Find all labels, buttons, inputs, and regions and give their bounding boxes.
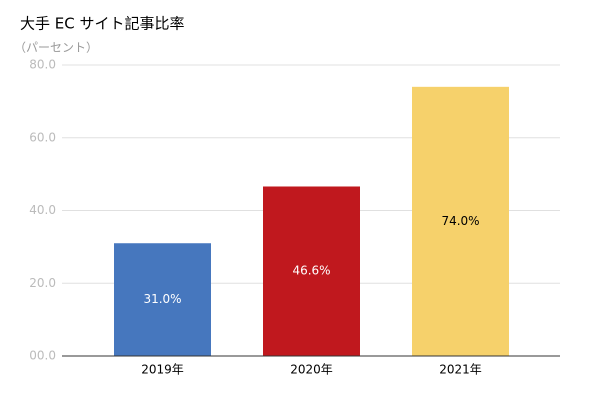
- bar: [114, 243, 211, 356]
- x-tick-label: 2020年: [290, 363, 333, 377]
- x-tick-label: 2019年: [141, 363, 184, 377]
- y-tick-label: 60.0: [29, 130, 56, 144]
- chart-title: 大手 EC サイト記事比率: [20, 15, 185, 33]
- y-tick-label: 40.0: [29, 203, 56, 217]
- value-label: 31.0%: [143, 292, 181, 306]
- y-tick-label: 20.0: [29, 276, 56, 290]
- bar: [263, 186, 360, 356]
- x-tick-label: 2021年: [439, 363, 482, 377]
- y-axis-label: （パーセント）: [14, 41, 98, 55]
- y-tick-label: 80.0: [29, 58, 56, 72]
- value-label: 46.6%: [292, 264, 330, 278]
- value-label: 74.0%: [441, 214, 479, 228]
- bar: [412, 86, 509, 356]
- y-tick-label: 00.0: [29, 349, 56, 363]
